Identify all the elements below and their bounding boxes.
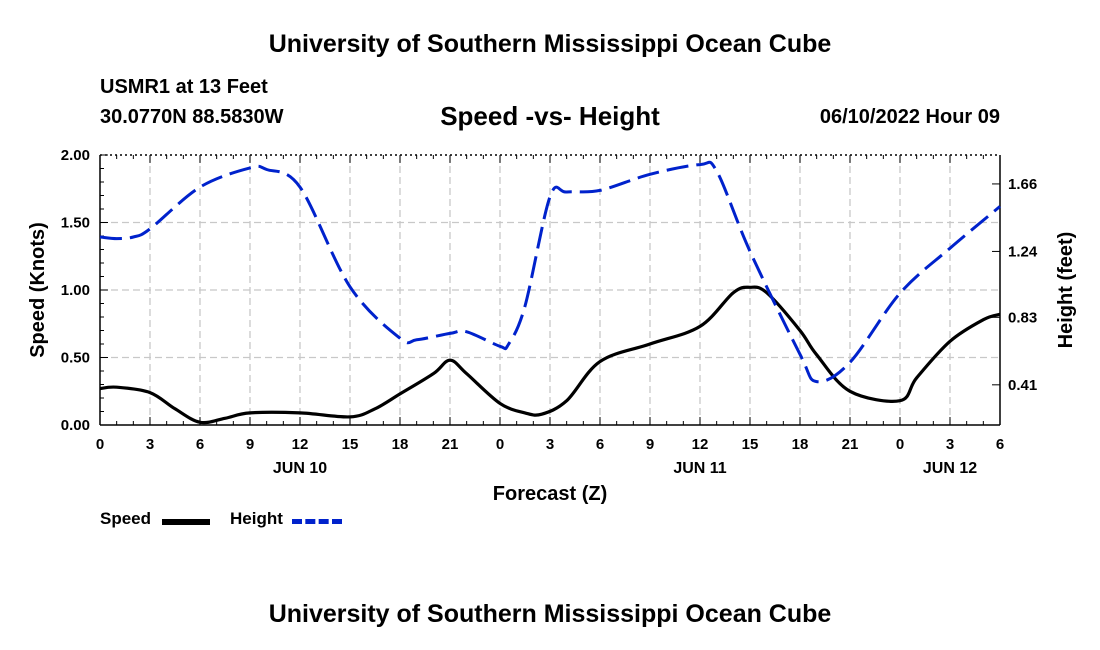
y2-tick-label: 1.66	[1008, 176, 1037, 193]
station-coordinates: 30.0770N 88.5830W	[100, 106, 284, 128]
x-tick-label: 3	[146, 436, 154, 453]
x-tick-label: 9	[246, 436, 254, 453]
legend-height-label: Height	[230, 509, 283, 528]
x-tick-label: 6	[196, 436, 204, 453]
x-tick-label: 18	[392, 436, 409, 453]
y-tick-label: 0.00	[61, 417, 90, 434]
page-title: University of Southern Mississippi Ocean…	[268, 30, 832, 58]
series-line-height	[99, 160, 1001, 384]
x-day-label: JUN 11	[673, 460, 726, 477]
y-tick-label: 1.00	[61, 282, 90, 299]
footer-title: University of Southern Mississippi Ocean…	[268, 600, 832, 628]
x-day-label: JUN 10	[273, 460, 327, 477]
chart-subtitle: Speed -vs- Height	[440, 101, 660, 131]
legend-height-swatch	[292, 519, 342, 524]
y2-tick-label: 1.24	[1008, 243, 1038, 260]
x-tick-label: 15	[342, 436, 359, 453]
y2-axis-title: Height (feet)	[1055, 232, 1077, 349]
y-tick-label: 0.50	[61, 350, 90, 367]
legend-speed-label: Speed	[100, 509, 152, 528]
x-tick-label: 0	[96, 436, 104, 453]
x-tick-label: 21	[842, 436, 859, 453]
y-tick-label: 2.00	[61, 147, 90, 164]
x-tick-label: 6	[596, 436, 604, 453]
x-tick-label: 3	[946, 436, 954, 453]
y2-tick-label: 0.83	[1008, 309, 1037, 326]
x-day-label: JUN 12	[923, 460, 977, 477]
x-tick-label: 12	[692, 436, 709, 453]
y-tick-label: 1.50	[61, 215, 90, 232]
x-tick-label: 6	[996, 436, 1004, 453]
y2-tick-label: 0.41	[1008, 377, 1037, 394]
y-axis-title: Speed (Knots)	[27, 222, 49, 358]
x-axis-title: Forecast (Z)	[493, 483, 607, 505]
x-tick-label: 9	[646, 436, 654, 453]
legend-speed-swatch	[162, 519, 210, 525]
x-tick-label: 0	[896, 436, 904, 453]
forecast-datetime: 06/10/2022 Hour 09	[819, 106, 1000, 128]
x-tick-label: 0	[496, 436, 504, 453]
x-tick-label: 15	[742, 436, 759, 453]
x-tick-label: 3	[546, 436, 554, 453]
series-line-speed	[99, 285, 1001, 425]
x-tick-label: 21	[442, 436, 459, 453]
x-tick-label: 18	[792, 436, 809, 453]
x-tick-label: 12	[292, 436, 309, 453]
station-label: USMR1 at 13 Feet	[100, 76, 268, 98]
